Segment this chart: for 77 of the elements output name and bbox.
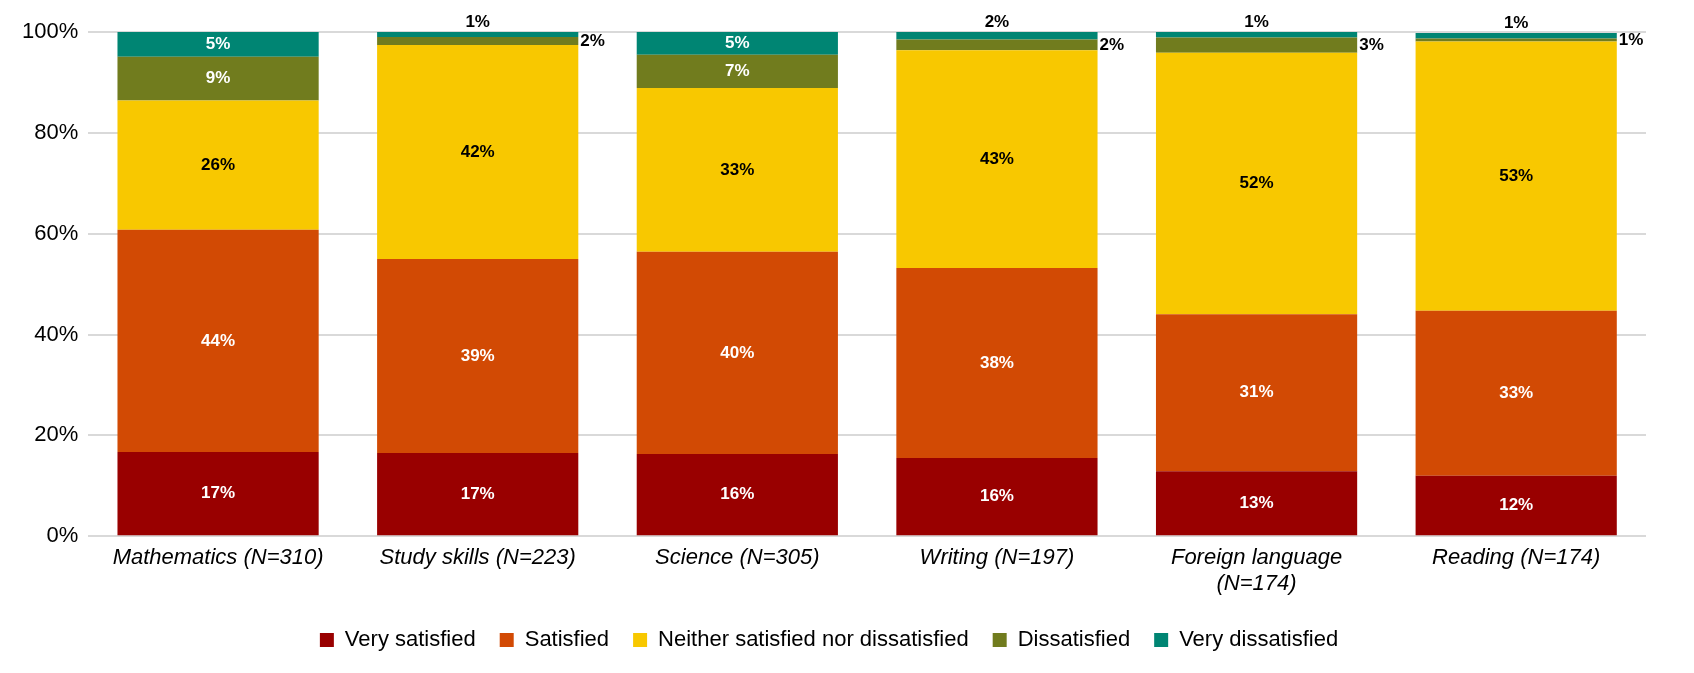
bar	[117, 100, 319, 230]
bar	[1415, 38, 1617, 42]
bar	[377, 453, 579, 536]
x-tick-label: Foreign language (N=174)	[1170, 543, 1343, 595]
x-tick-label: Mathematics (N=310)	[112, 543, 324, 569]
data-label: 1%	[465, 12, 490, 32]
bar	[117, 56, 319, 101]
data-label: 31%	[1239, 382, 1274, 402]
x-tick-label: Science (N=305)	[655, 543, 820, 569]
bar	[377, 258, 579, 454]
data-label: 1%	[1618, 29, 1644, 49]
data-label: 2%	[1099, 34, 1125, 54]
data-label: 5%	[205, 34, 231, 54]
y-tick-label: 20%	[34, 421, 79, 447]
x-tick-label: Writing (N=197)	[919, 543, 1075, 569]
data-label: 9%	[205, 68, 231, 88]
y-tick-label: 80%	[34, 118, 79, 144]
data-label: 17%	[201, 483, 236, 503]
data-label: 3%	[1359, 34, 1384, 54]
data-label: 16%	[979, 486, 1014, 506]
data-label: 42%	[460, 141, 495, 161]
bar	[896, 458, 1098, 536]
bar	[896, 39, 1098, 51]
data-label: 44%	[201, 330, 236, 350]
bar	[1415, 33, 1617, 39]
y-tick-label: 60%	[34, 219, 79, 245]
bar	[636, 87, 838, 252]
legend-label: Neither satisfied nor dissatisfied	[658, 626, 969, 652]
y-tick-label: 0%	[46, 522, 79, 548]
data-label: 33%	[1499, 382, 1534, 402]
bar	[1155, 471, 1358, 536]
bar	[1155, 32, 1358, 38]
bar	[636, 454, 838, 536]
bar	[1155, 37, 1358, 53]
legend-label: Very satisfied	[344, 626, 476, 652]
data-label: 26%	[201, 154, 236, 174]
data-label: 5%	[725, 33, 750, 53]
data-label: 17%	[460, 483, 495, 503]
bar	[896, 50, 1098, 268]
legend-label: Dissatisfied	[1017, 626, 1131, 652]
data-label: 52%	[1239, 173, 1274, 193]
bar	[1415, 475, 1617, 536]
legend-label: Satisfied	[524, 626, 610, 652]
bar	[117, 32, 319, 57]
data-label: 2%	[984, 12, 1010, 32]
bar	[117, 452, 319, 536]
bar	[377, 32, 579, 38]
bar	[636, 54, 838, 88]
y-tick-label: 40%	[34, 320, 79, 346]
data-label: 1%	[1244, 12, 1269, 32]
data-label: 39%	[460, 345, 495, 365]
data-label: 7%	[725, 61, 750, 81]
bar	[377, 45, 579, 259]
bar	[117, 229, 319, 452]
bar	[1155, 52, 1358, 315]
y-tick-label: 100%	[21, 18, 79, 44]
legend-label: Very dissatisfied	[1179, 626, 1339, 652]
bar	[1155, 314, 1358, 472]
data-label: 53%	[1499, 165, 1534, 185]
bar	[1415, 41, 1617, 311]
data-label: 16%	[720, 484, 755, 504]
data-label: 38%	[979, 352, 1014, 372]
data-label: 12%	[1499, 495, 1534, 515]
bar	[636, 251, 838, 455]
x-tick-label: Study skills (N=223)	[379, 543, 576, 569]
data-label: 2%	[580, 30, 605, 50]
bar	[377, 37, 579, 46]
data-label: 1%	[1503, 13, 1529, 33]
data-label: 13%	[1239, 492, 1274, 512]
bar	[1415, 310, 1617, 476]
bar	[896, 32, 1098, 40]
data-label: 40%	[720, 342, 755, 362]
bar	[896, 267, 1098, 459]
x-tick-label: Reading (N=174)	[1432, 543, 1601, 569]
bar	[636, 32, 838, 55]
data-label: 43%	[979, 148, 1014, 168]
data-label: 33%	[720, 159, 755, 179]
